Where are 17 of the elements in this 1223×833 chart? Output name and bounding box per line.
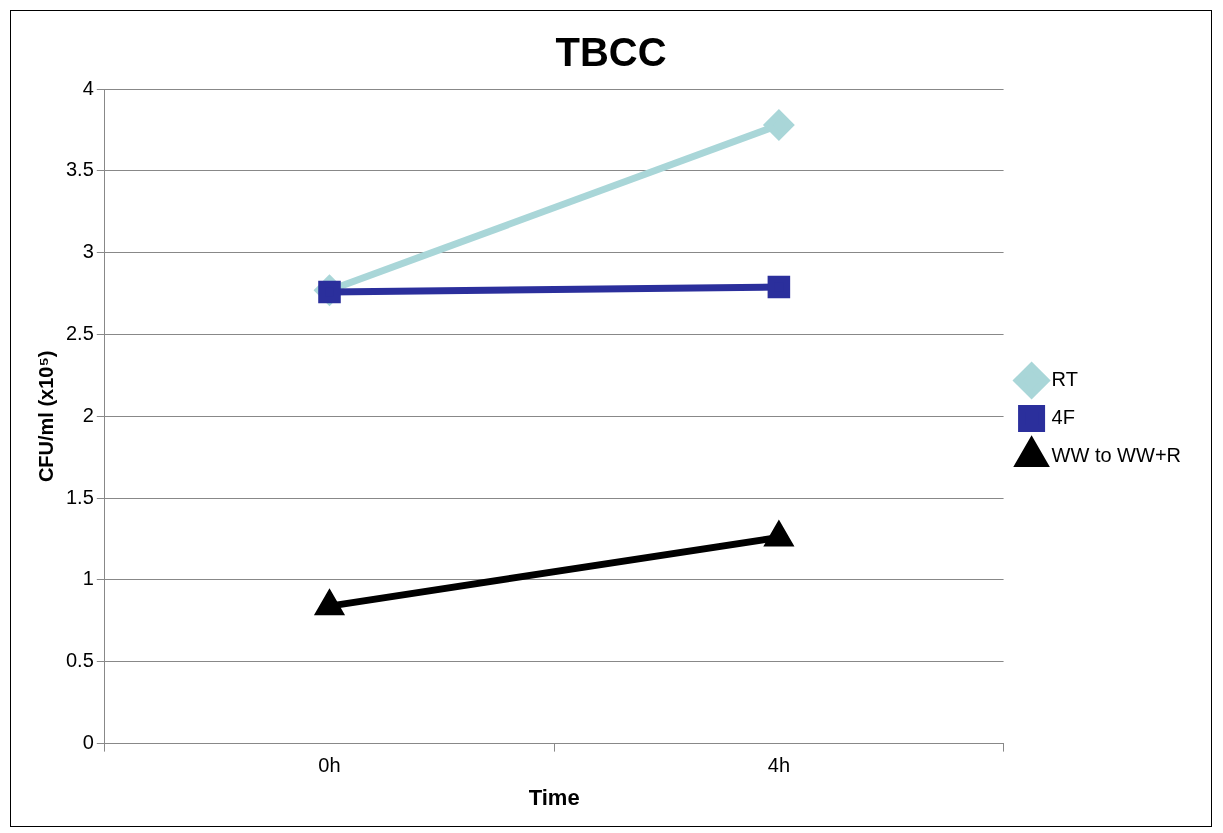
x-tick-label: 4h: [767, 754, 791, 777]
y-tick-label: 3: [82, 240, 94, 263]
legend-label: WW to WW+R: [1051, 444, 1182, 467]
y-tick-label: 2: [82, 403, 94, 426]
y-tick-label: 2.5: [65, 321, 94, 344]
y-tick-label: 1: [82, 567, 94, 590]
chart-title: TBCC: [555, 30, 667, 75]
y-tick-label: 4: [82, 76, 94, 99]
y-tick-label: 1.5: [65, 485, 94, 508]
x-axis-title: Time: [528, 784, 580, 810]
y-axis-title: CFU/ml (x10⁵): [34, 350, 57, 483]
y-tick-label: 3.5: [65, 158, 94, 181]
y-tick-label: 0: [82, 731, 94, 754]
y-tick-label: 0.5: [65, 649, 94, 672]
x-tick-label: 0h: [318, 754, 341, 777]
legend-label: 4F: [1051, 406, 1075, 429]
legend-label: RT: [1051, 368, 1078, 391]
